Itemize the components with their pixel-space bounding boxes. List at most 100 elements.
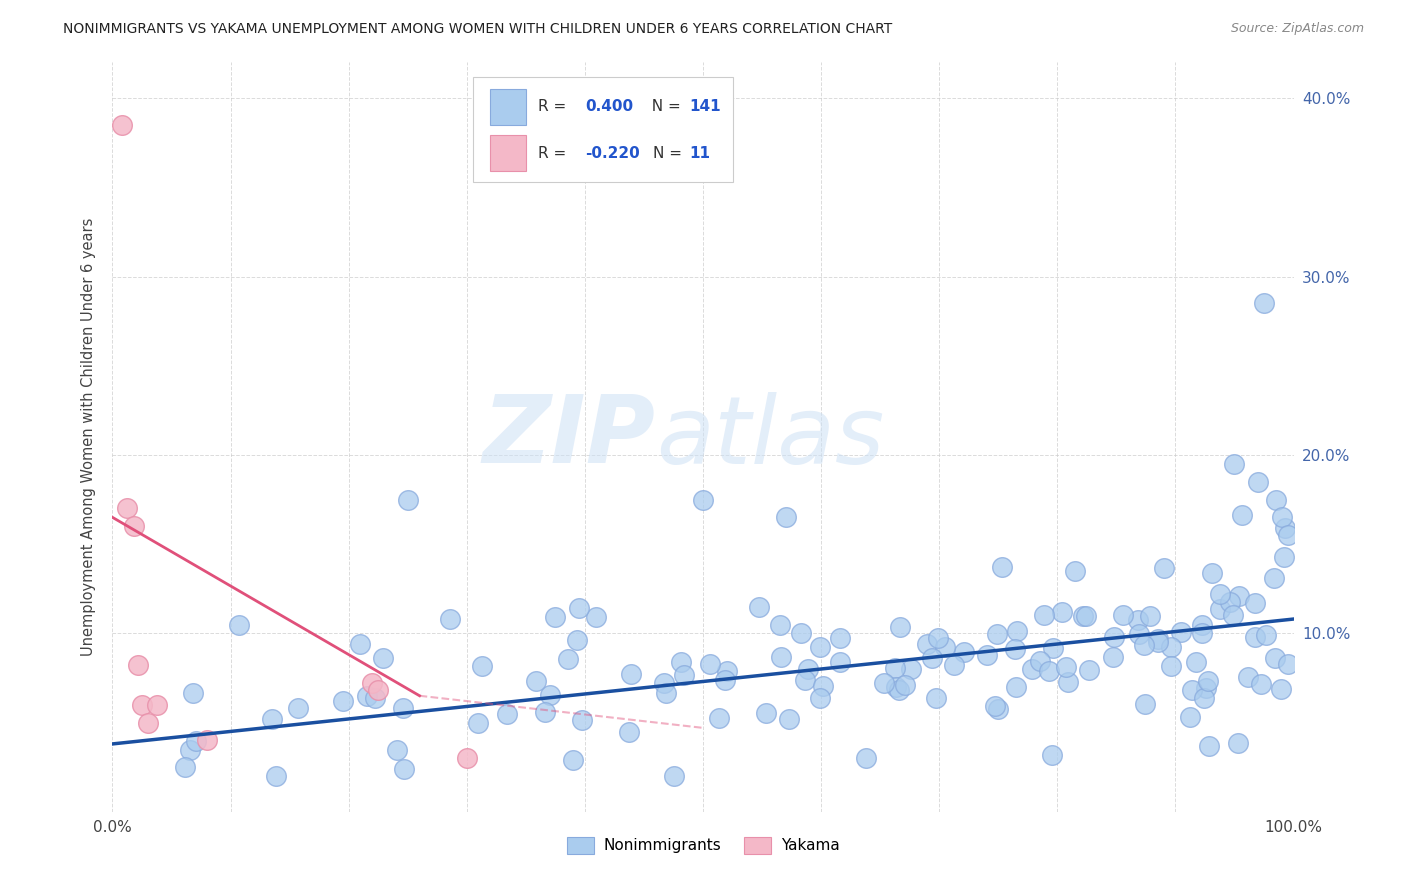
Point bbox=[332, 693, 354, 707]
Text: NONIMMIGRANTS VS YAKAMA UNEMPLOYMENT AMONG WOMEN WITH CHILDREN UNDER 6 YEARS COR: NONIMMIGRANTS VS YAKAMA UNEMPLOYMENT AMO… bbox=[63, 22, 893, 37]
Point bbox=[181, 685, 204, 699]
Text: 11: 11 bbox=[689, 145, 710, 161]
Point bbox=[1160, 659, 1182, 673]
Point bbox=[1208, 602, 1230, 616]
Point bbox=[1139, 609, 1161, 624]
Point bbox=[367, 683, 389, 698]
Point bbox=[1223, 457, 1246, 471]
Point bbox=[1195, 681, 1218, 696]
Point bbox=[1271, 510, 1294, 524]
Point bbox=[471, 658, 494, 673]
Point bbox=[934, 640, 956, 655]
Point bbox=[387, 742, 409, 756]
Point bbox=[811, 679, 834, 693]
Point bbox=[794, 673, 817, 687]
Point bbox=[1147, 634, 1170, 648]
Point bbox=[1160, 640, 1182, 654]
Point bbox=[790, 625, 813, 640]
Point bbox=[1222, 608, 1244, 623]
Point bbox=[987, 702, 1010, 716]
Point bbox=[655, 686, 678, 700]
Point bbox=[524, 673, 547, 688]
Point bbox=[391, 701, 413, 715]
Point bbox=[769, 617, 792, 632]
Point bbox=[1112, 607, 1135, 622]
Point bbox=[1264, 492, 1286, 507]
Bar bbox=[491, 88, 526, 125]
Point bbox=[855, 751, 877, 765]
Point bbox=[889, 620, 911, 634]
Point bbox=[146, 698, 169, 712]
Point bbox=[1101, 650, 1123, 665]
Point bbox=[984, 699, 1007, 714]
Point bbox=[1074, 608, 1097, 623]
Point bbox=[1237, 670, 1260, 684]
Point bbox=[127, 658, 149, 673]
Point bbox=[830, 631, 852, 645]
Point bbox=[585, 610, 607, 624]
Point bbox=[1021, 662, 1043, 676]
Point bbox=[884, 680, 907, 694]
Point bbox=[986, 627, 1008, 641]
Text: atlas: atlas bbox=[655, 392, 884, 483]
Point bbox=[1191, 626, 1213, 640]
Point bbox=[1229, 589, 1251, 603]
Point bbox=[1032, 607, 1054, 622]
Bar bbox=[491, 135, 526, 171]
Point bbox=[1277, 657, 1299, 672]
Point bbox=[571, 713, 593, 727]
Point bbox=[1272, 550, 1295, 565]
Point bbox=[699, 657, 721, 672]
Point bbox=[921, 651, 943, 665]
Point bbox=[111, 118, 134, 132]
Point bbox=[748, 600, 770, 615]
Point bbox=[714, 673, 737, 688]
Point bbox=[1077, 663, 1099, 677]
Point bbox=[1054, 660, 1077, 674]
Point bbox=[1102, 630, 1125, 644]
Point bbox=[1250, 677, 1272, 691]
Point bbox=[707, 711, 730, 725]
Point bbox=[1227, 736, 1250, 750]
Point bbox=[562, 754, 585, 768]
Point bbox=[1057, 675, 1080, 690]
Point bbox=[652, 675, 675, 690]
Text: R =: R = bbox=[537, 99, 571, 114]
Point bbox=[894, 678, 917, 692]
Point bbox=[927, 631, 949, 645]
Point bbox=[1135, 697, 1157, 711]
Point bbox=[228, 618, 250, 632]
Point bbox=[565, 632, 588, 647]
Point bbox=[122, 519, 145, 533]
Point bbox=[1247, 475, 1270, 489]
Point bbox=[1256, 628, 1278, 642]
Text: R =: R = bbox=[537, 145, 571, 161]
Point bbox=[1178, 710, 1201, 724]
Point bbox=[364, 691, 387, 706]
Point bbox=[1263, 571, 1285, 585]
Point bbox=[808, 640, 831, 655]
Point bbox=[361, 676, 384, 690]
Point bbox=[830, 655, 852, 669]
Point bbox=[915, 637, 938, 651]
Point bbox=[1185, 655, 1208, 669]
Point bbox=[925, 690, 948, 705]
Point bbox=[1209, 587, 1232, 601]
Point bbox=[1244, 596, 1267, 610]
Point bbox=[260, 712, 283, 726]
Point bbox=[873, 676, 896, 690]
Point bbox=[1004, 641, 1026, 656]
Point bbox=[1170, 624, 1192, 639]
Text: 0.400: 0.400 bbox=[585, 99, 633, 114]
Point bbox=[1005, 624, 1028, 638]
Text: Source: ZipAtlas.com: Source: ZipAtlas.com bbox=[1230, 22, 1364, 36]
Point bbox=[692, 492, 714, 507]
Point bbox=[174, 760, 197, 774]
Y-axis label: Unemployment Among Women with Children Under 6 years: Unemployment Among Women with Children U… bbox=[80, 218, 96, 657]
Point bbox=[619, 724, 641, 739]
Point bbox=[1133, 638, 1156, 652]
Point bbox=[1126, 613, 1149, 627]
Point bbox=[1264, 650, 1286, 665]
Point bbox=[287, 701, 309, 715]
Text: ZIP: ZIP bbox=[482, 391, 655, 483]
